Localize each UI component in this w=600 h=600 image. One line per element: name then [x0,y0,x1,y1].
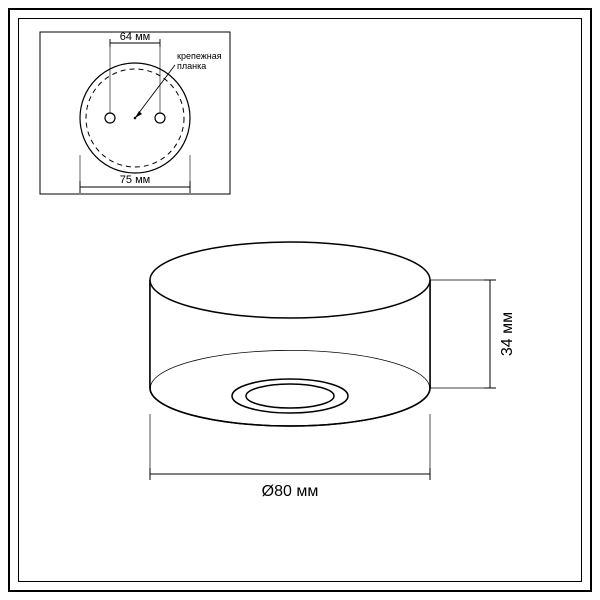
diameter-label: Ø80 мм [262,483,319,500]
main-drawing: 34 мм Ø80 мм [0,0,600,600]
height-label: 34 мм [499,312,516,356]
